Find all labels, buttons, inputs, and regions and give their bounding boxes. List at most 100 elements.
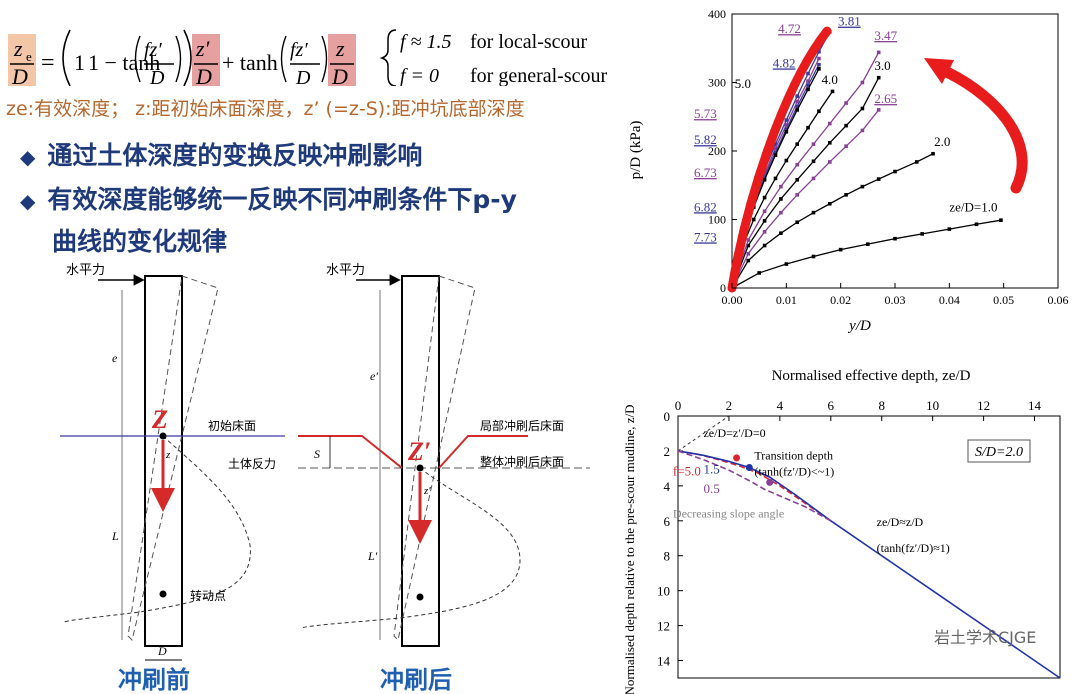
rotation-point-left bbox=[159, 590, 167, 598]
chart2-xtick: 14 bbox=[1028, 398, 1042, 413]
watermark: 岩土学术CJGE bbox=[934, 628, 1036, 647]
chart1-xtick: 0.05 bbox=[993, 293, 1014, 307]
chart1-point bbox=[806, 83, 810, 88]
chart1-xtick: 0.03 bbox=[885, 293, 906, 307]
chart1-ylabel: p/D (kPa) bbox=[628, 121, 644, 180]
chart1-point bbox=[844, 101, 848, 105]
rotation-point-label: 转动点 bbox=[190, 588, 226, 603]
chart1-point bbox=[817, 109, 821, 114]
bullet-2-cont: 曲线的变化规律 bbox=[52, 227, 228, 256]
chart1-xtick: 0.04 bbox=[939, 293, 960, 307]
chart1-point bbox=[779, 184, 783, 189]
chart1-point bbox=[806, 125, 810, 130]
chart1-point bbox=[773, 176, 778, 181]
eq-z-prime: z′ bbox=[195, 36, 211, 61]
eq-case1-text: for local-scour bbox=[470, 31, 588, 53]
chart2-series-line bbox=[677, 450, 832, 522]
chart1-point bbox=[860, 128, 865, 133]
chart1-point bbox=[806, 71, 810, 76]
chart1-curve-label: 3.81 bbox=[838, 14, 861, 29]
label-e: e bbox=[112, 351, 118, 365]
trend-arrow bbox=[932, 62, 1028, 194]
chart1-curve-label: ze/D=1.0 bbox=[949, 199, 997, 214]
chart2-annotation: ze/D≈z/D bbox=[877, 515, 924, 529]
chart2-point bbox=[766, 478, 774, 486]
chart1-ytick: 200 bbox=[708, 144, 726, 158]
label-z: z bbox=[165, 449, 171, 461]
eq-d-3: D bbox=[295, 67, 311, 86]
chart1-point bbox=[893, 169, 897, 174]
chart1-xtick: 0.06 bbox=[1048, 293, 1069, 307]
label-L-prime: L′ bbox=[367, 549, 378, 563]
chart1-point bbox=[920, 232, 924, 236]
chart1-curve-label: 5.73 bbox=[694, 106, 717, 121]
chart1-point bbox=[811, 254, 816, 259]
chart1-point bbox=[762, 243, 767, 248]
chart1-curve-label: 4.0 bbox=[822, 72, 838, 87]
after-scour-caption: 冲刷后 bbox=[380, 666, 452, 694]
chart1-point bbox=[828, 160, 832, 164]
chart1-curve-label: 2.65 bbox=[874, 91, 897, 106]
rotation-point-right bbox=[416, 593, 424, 601]
chart2-ytick: 14 bbox=[657, 654, 671, 669]
chart1-point bbox=[876, 50, 881, 55]
chart1-point bbox=[795, 142, 799, 146]
chart2-ytick: 10 bbox=[657, 584, 670, 599]
chart1-ytick: 0 bbox=[720, 281, 726, 295]
chart1-point bbox=[817, 62, 821, 67]
bullet-2: ◆ 有效深度能够统一反映不同冲刷条件下p-y bbox=[20, 185, 517, 214]
chart1-point bbox=[806, 87, 810, 92]
chart1-point bbox=[779, 210, 783, 215]
chart1-ytick: 300 bbox=[708, 76, 726, 90]
chart1-point bbox=[762, 219, 767, 223]
pile-before bbox=[144, 275, 183, 647]
chart1-point bbox=[795, 104, 799, 109]
chart1-point bbox=[762, 177, 767, 182]
effective-depth-equation: z e D = 1 1 − tanh fz′ D z′ D + tanh fz′… bbox=[4, 6, 624, 89]
chart1-curve-label: 7.73 bbox=[694, 229, 717, 244]
chart1-point bbox=[876, 177, 881, 181]
chart1-point bbox=[784, 118, 789, 122]
chart1-point bbox=[779, 231, 783, 235]
chart1-point bbox=[751, 217, 756, 222]
chart1-point bbox=[784, 130, 789, 134]
local-scour-bed-label: 局部冲刷后床面 bbox=[480, 418, 564, 433]
chart1-point bbox=[746, 251, 751, 256]
scour-schematic: 水平力 初始床面 土体反力 e L Z z 转动点 D 冲刷前 水平力 局部冲刷… bbox=[60, 263, 590, 694]
eq-case2-text: for general-scour bbox=[470, 65, 607, 86]
chart1-curve-label: 4.82 bbox=[773, 55, 796, 70]
chart1-ytick: 100 bbox=[708, 213, 726, 227]
chart1-point bbox=[746, 238, 751, 242]
chart2-annotation: (tanh(fz′/D)<~1) bbox=[754, 464, 834, 478]
soil-reaction-label: 土体反力 bbox=[228, 457, 276, 471]
chart2-title: Normalised effective depth, ze/D bbox=[772, 368, 971, 384]
horizontal-force-label-left: 水平力 bbox=[66, 263, 105, 278]
eq-z: z bbox=[335, 36, 345, 61]
chart2-ytick: 6 bbox=[664, 514, 671, 529]
chart1-curve-label: 6.73 bbox=[694, 165, 717, 180]
chart2-ytick: 12 bbox=[657, 619, 670, 634]
eq-fz-prime-2: fz′ bbox=[290, 39, 308, 61]
chart1-xtick: 0.00 bbox=[722, 293, 743, 307]
chart1-point bbox=[795, 193, 799, 197]
label-S: S bbox=[314, 447, 320, 461]
bullet-1: ◆ 通过土体深度的变换反映冲刷影响 bbox=[20, 141, 423, 170]
chart1-point bbox=[762, 172, 767, 177]
chart1-point bbox=[828, 121, 832, 126]
chart1-point bbox=[999, 218, 1003, 222]
eq-fz-prime-1: fz′ bbox=[144, 39, 162, 61]
initial-bed-label: 初始床面 bbox=[208, 419, 256, 433]
chart1-point bbox=[844, 144, 848, 149]
chart2-point bbox=[745, 464, 753, 472]
chart1-point bbox=[838, 247, 843, 252]
chart1-curve-label: 6.82 bbox=[694, 199, 717, 214]
chart2-point bbox=[733, 454, 741, 462]
effective-depth-chart: 0 2 4 6 8 10 12 14 0 2 4 6 8 10 12 14 Normalised effect… bbox=[616, 360, 1080, 694]
chart1-point bbox=[860, 80, 865, 85]
before-scour-caption: 冲刷前 bbox=[118, 666, 190, 694]
chart1-xtick: 0.01 bbox=[776, 293, 797, 307]
chart1-point bbox=[974, 222, 979, 227]
horizontal-force-label-right: 水平力 bbox=[326, 263, 365, 278]
chart1-point bbox=[762, 195, 767, 200]
chart1-point bbox=[876, 108, 881, 112]
